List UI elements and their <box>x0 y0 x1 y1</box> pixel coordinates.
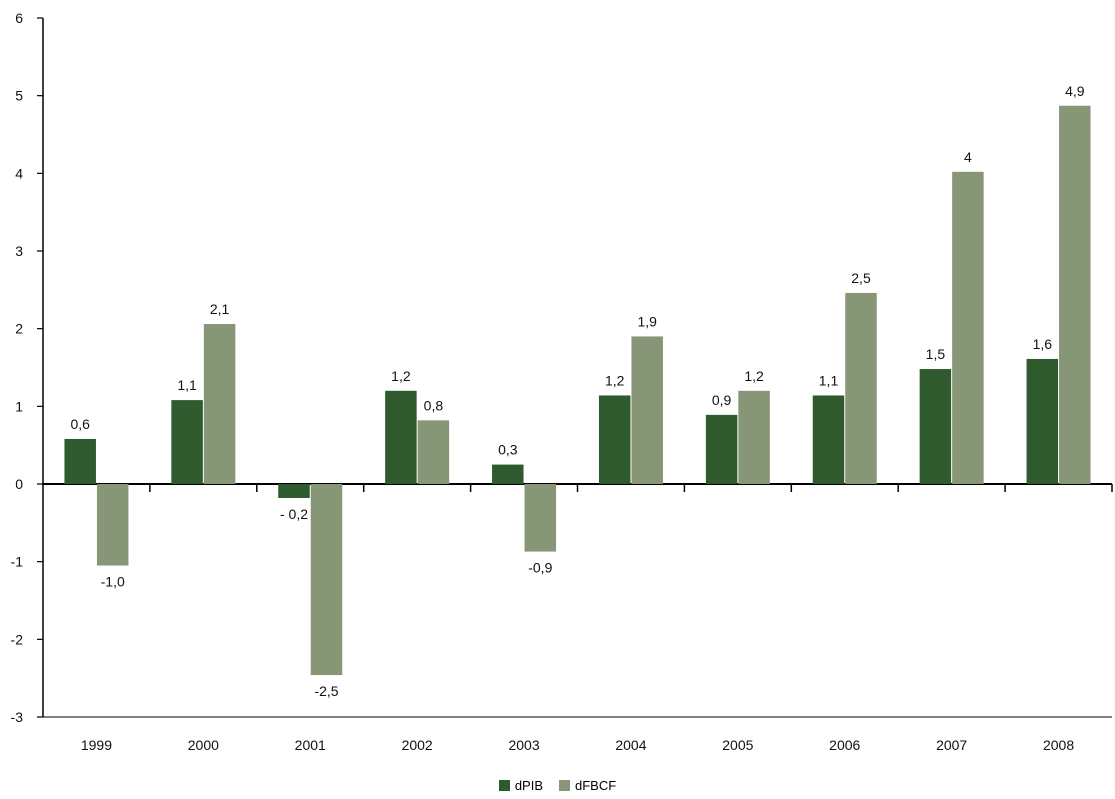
data-label-dfbcf: -0,9 <box>528 560 552 576</box>
data-label-dpib: 1,6 <box>1033 336 1053 352</box>
data-label-dpib: - 0,2 <box>280 506 308 522</box>
legend-label-dfbcf: dFBCF <box>575 777 617 793</box>
bar-dpib <box>598 395 631 484</box>
bar-dfbcf <box>310 484 343 676</box>
data-label-dfbcf: 0,8 <box>424 397 444 413</box>
legend-item-dpib: dPIB <box>498 777 543 793</box>
data-label-dfbcf: 4 <box>964 149 972 165</box>
bar-dpib <box>278 484 310 498</box>
legend-item-dfbcf: dFBCF <box>559 778 616 793</box>
x-category-label: 2000 <box>188 737 219 753</box>
x-category-label: 2003 <box>508 737 539 753</box>
data-label-dfbcf: 1,2 <box>744 368 764 384</box>
legend-swatch-dpib <box>498 779 510 791</box>
bar-dfbcf <box>1059 105 1091 484</box>
bars <box>64 105 1091 676</box>
data-label-dpib: 1,2 <box>391 368 411 384</box>
bar-dfbcf <box>524 484 557 552</box>
y-tick-label: 3 <box>15 243 23 259</box>
bar-dfbcf <box>631 336 663 484</box>
data-label-dpib: 1,5 <box>926 346 946 362</box>
bar-dpib <box>812 395 845 484</box>
data-label-dfbcf: 2,5 <box>851 270 871 286</box>
bar-dpib <box>1026 358 1059 484</box>
x-category-label: 2006 <box>829 737 860 753</box>
bar-dpib <box>705 414 738 484</box>
x-category-label: 1999 <box>81 737 112 753</box>
y-tick-label: 4 <box>15 165 23 181</box>
legend-swatch-dfbcf <box>559 779 570 791</box>
data-label-dfbcf: 1,9 <box>637 313 657 329</box>
bar-dpib <box>492 464 524 484</box>
data-label-dpib: 0,9 <box>712 392 732 408</box>
bar-dpib <box>171 400 203 484</box>
data-label-dpib: 1,2 <box>605 372 625 388</box>
data-label-dfbcf: -2,5 <box>314 683 338 699</box>
data-label-dpib: 1,1 <box>177 377 197 393</box>
legend-label-dpib: dPIB <box>514 777 543 793</box>
y-tick-label: 2 <box>15 321 23 337</box>
x-category-label: 2007 <box>936 737 967 753</box>
y-tick-label: -1 <box>11 554 24 570</box>
data-label-dpib: 1,1 <box>819 372 839 388</box>
x-category-label: 2002 <box>402 737 433 753</box>
y-tick-label: 5 <box>15 88 23 104</box>
bar-dfbcf <box>96 484 129 566</box>
bar-dfbcf <box>845 292 877 484</box>
y-tick-label: 1 <box>15 398 23 414</box>
bar-dpib <box>919 369 952 484</box>
data-label-dpib: 0,6 <box>70 416 90 432</box>
y-tick-label: -3 <box>11 709 24 725</box>
x-category-label: 2004 <box>615 737 646 753</box>
data-label-dfbcf: -1,0 <box>101 574 125 590</box>
data-label-dpib: 0,3 <box>498 442 518 458</box>
bar-dfbcf <box>738 390 770 484</box>
y-tick-label: 0 <box>15 476 23 492</box>
x-category-label: 2001 <box>295 737 326 753</box>
data-label-dfbcf: 4,9 <box>1065 83 1085 99</box>
x-category-label: 2005 <box>722 737 753 753</box>
bar-dfbcf <box>952 171 984 484</box>
bar-dpib <box>385 390 417 484</box>
bar-dfbcf <box>417 420 450 484</box>
data-label-dfbcf: 2,1 <box>210 301 230 317</box>
x-category-label: 2008 <box>1043 737 1074 753</box>
y-tick-label: 6 <box>15 10 23 26</box>
data-labels: 0,6 -1,0 1,1 2,1 - 0,2 -2,5 1,2 0,8 0,3 -0,9 1,2 1,… <box>70 83 1084 699</box>
y-tick-label: -2 <box>11 631 24 647</box>
bar-dpib <box>64 438 96 484</box>
legend: dPIB dFBCF <box>0 776 1115 794</box>
bar-dfbcf <box>203 324 236 484</box>
